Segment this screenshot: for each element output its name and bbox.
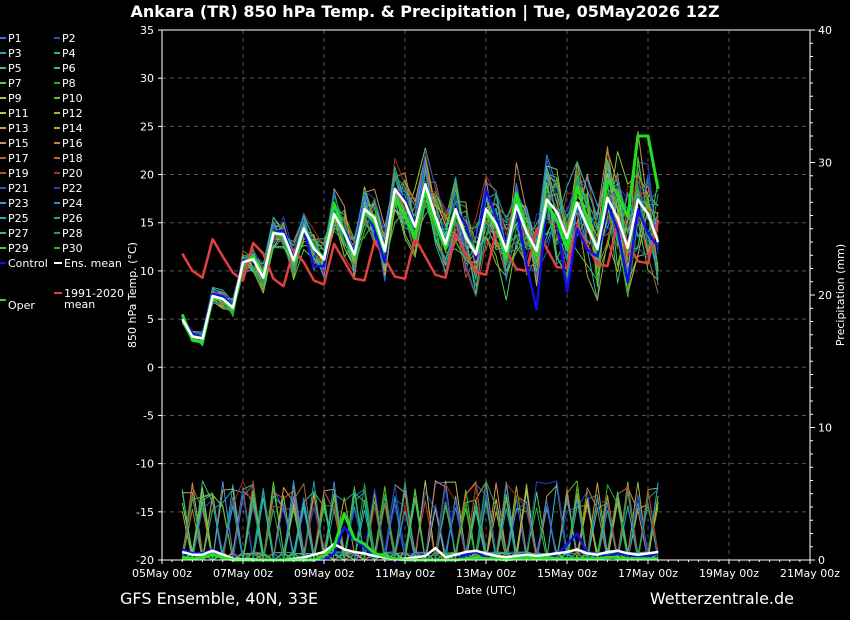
y-tick-label: -15 <box>136 506 154 519</box>
legend-label: P11 <box>8 107 29 120</box>
y-tick-label: 5 <box>147 313 154 326</box>
legend-label: P30 <box>62 242 83 255</box>
y-tick-label: 15 <box>140 217 154 230</box>
legend-label: Ens. mean <box>64 257 122 270</box>
y-tick-label: 0 <box>147 361 154 374</box>
y2-axis-label: Precipitation (mm) <box>834 244 847 346</box>
legend-label: P10 <box>62 92 83 105</box>
y2-tick-label: 10 <box>818 422 832 435</box>
legend-label: Control <box>8 257 48 270</box>
legend-label: P18 <box>62 152 83 165</box>
legend-label: P17 <box>8 152 29 165</box>
legend-label: P8 <box>62 77 76 90</box>
y-axis-label: 850 hPa Temp. (°C) <box>126 242 139 348</box>
legend-label: P23 <box>8 197 29 210</box>
site-label: Wetterzentrale.de <box>649 589 794 608</box>
legend-label: mean <box>64 298 95 311</box>
legend: P1 P2 P3 P4 P5 P6 P7 P8 P9 P10 P11 P12 P13 P14 P15 P16 P… <box>0 32 124 312</box>
x-tick-label: 13May 00z <box>456 567 516 580</box>
series-1991-2020 <box>181 219 660 288</box>
x-tick-label: 11May 00z <box>375 567 435 580</box>
legend-label: P13 <box>8 122 29 135</box>
legend-label: P24 <box>62 197 83 210</box>
y2-tick-label: 0 <box>818 554 825 567</box>
x-tick-label: 07May 00z <box>213 567 273 580</box>
legend-label: P26 <box>62 212 83 225</box>
legend-label: P4 <box>62 47 76 60</box>
legend-label: P15 <box>8 137 29 150</box>
y-tick-label: -5 <box>143 409 154 422</box>
x-tick-label: 09May 00z <box>294 567 354 580</box>
legend-label: P29 <box>8 242 29 255</box>
y-tick-label: -20 <box>136 554 154 567</box>
x-tick-label: 17May 00z <box>618 567 678 580</box>
y-tick-label: 10 <box>140 265 154 278</box>
legend-label: P12 <box>62 107 83 120</box>
x-tick-label: 21May 00z <box>780 567 840 580</box>
legend-label: P28 <box>62 227 83 240</box>
legend-label: P19 <box>8 167 29 180</box>
legend-label: Oper <box>8 299 35 312</box>
y2-tick-label: 20 <box>818 289 832 302</box>
x-axis-label: Date (UTC) <box>456 584 516 597</box>
legend-label: P2 <box>62 32 76 45</box>
legend-label: P3 <box>8 47 22 60</box>
legend-label: P5 <box>8 62 22 75</box>
x-tick-label: 15May 00z <box>537 567 597 580</box>
series-ens-mean <box>181 182 660 340</box>
legend-label: P22 <box>62 182 83 195</box>
legend-label: P27 <box>8 227 29 240</box>
legend-label: P7 <box>8 77 22 90</box>
main-series <box>180 134 660 344</box>
legend-label: P21 <box>8 182 29 195</box>
legend-label: P1 <box>8 32 22 45</box>
legend-label: 1991-2020 <box>64 287 124 300</box>
legend-label: P14 <box>62 122 83 135</box>
legend-label: P25 <box>8 212 29 225</box>
model-label: GFS Ensemble, 40N, 33E <box>120 589 319 608</box>
y2-tick-label: 30 <box>818 157 832 170</box>
legend-label: P20 <box>62 167 83 180</box>
y-tick-label: -10 <box>136 458 154 471</box>
x-tick-label: 05May 00z <box>132 567 192 580</box>
plot-frame <box>161 29 811 561</box>
y-tick-label: 25 <box>140 120 154 133</box>
chart-title: Ankara (TR) 850 hPa Temp. & Precipitatio… <box>130 2 720 21</box>
y-tick-label: 20 <box>140 169 154 182</box>
member-series <box>181 130 659 561</box>
x-tick-label: 19May 00z <box>699 567 759 580</box>
y-tick-label: 30 <box>140 72 154 85</box>
y-tick-label: 35 <box>140 24 154 37</box>
legend-label: P16 <box>62 137 83 150</box>
y2-tick-label: 40 <box>818 24 832 37</box>
legend-label: P9 <box>8 92 22 105</box>
legend-label: P6 <box>62 62 76 75</box>
